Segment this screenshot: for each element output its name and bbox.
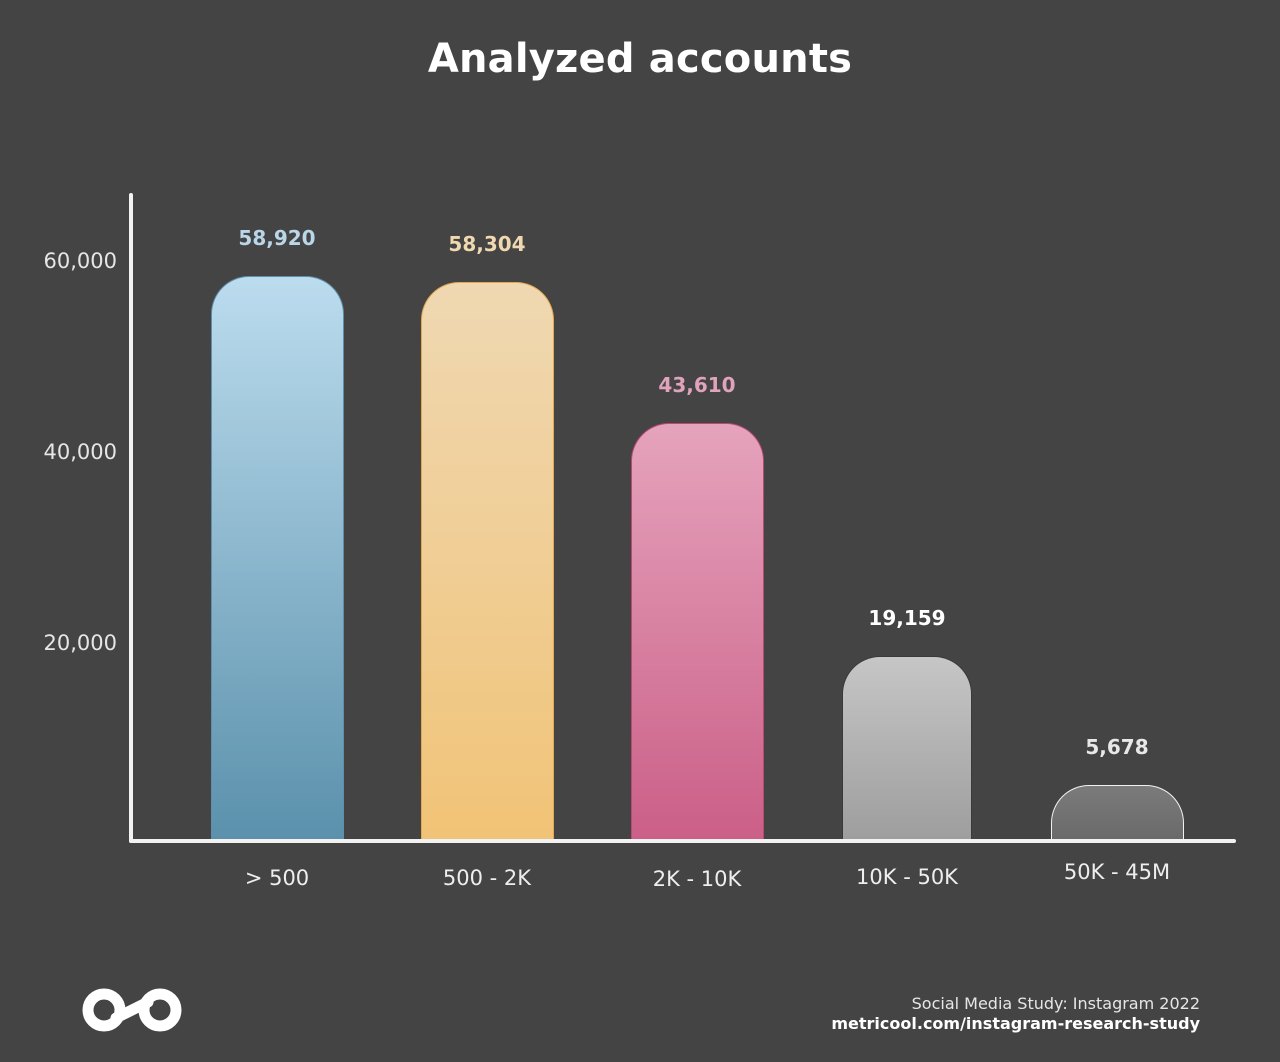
x-category-label: 500 - 2K [442, 866, 532, 890]
bar-value-label: 58,920 [238, 226, 316, 250]
bar-1 [420, 282, 554, 839]
footer-source: Social Media Study: Instagram 2022 [911, 994, 1200, 1013]
bar-value-label: 19,159 [868, 606, 946, 630]
metricool-infinity-logo-icon [82, 988, 182, 1032]
footer-credits: Social Media Study: Instagram 2022 metri… [831, 994, 1200, 1033]
bar-4 [1050, 785, 1184, 839]
chart-title: Analyzed accounts [427, 36, 853, 82]
x-category-label: 10K - 50K [856, 865, 958, 889]
x-category-label: 2K - 10K [652, 867, 742, 891]
y-axis-line [129, 193, 133, 843]
bar-0 [210, 276, 344, 839]
bar-value-label: 5,678 [1085, 735, 1149, 759]
y-tick-60000: 60,000 [43, 249, 117, 273]
bar-3 [842, 656, 972, 839]
bar-2 [630, 423, 764, 839]
bar-value-label: 58,304 [448, 232, 526, 256]
x-category-label: 50K - 45M [1063, 860, 1171, 884]
footer-url: metricool.com/instagram-research-study [831, 1014, 1200, 1033]
y-tick-20000: 20,000 [43, 631, 117, 655]
bar-value-label: 43,610 [658, 373, 736, 397]
x-axis-line [129, 839, 1236, 843]
y-tick-40000: 40,000 [43, 440, 117, 464]
x-category-label: > 500 [244, 866, 310, 890]
